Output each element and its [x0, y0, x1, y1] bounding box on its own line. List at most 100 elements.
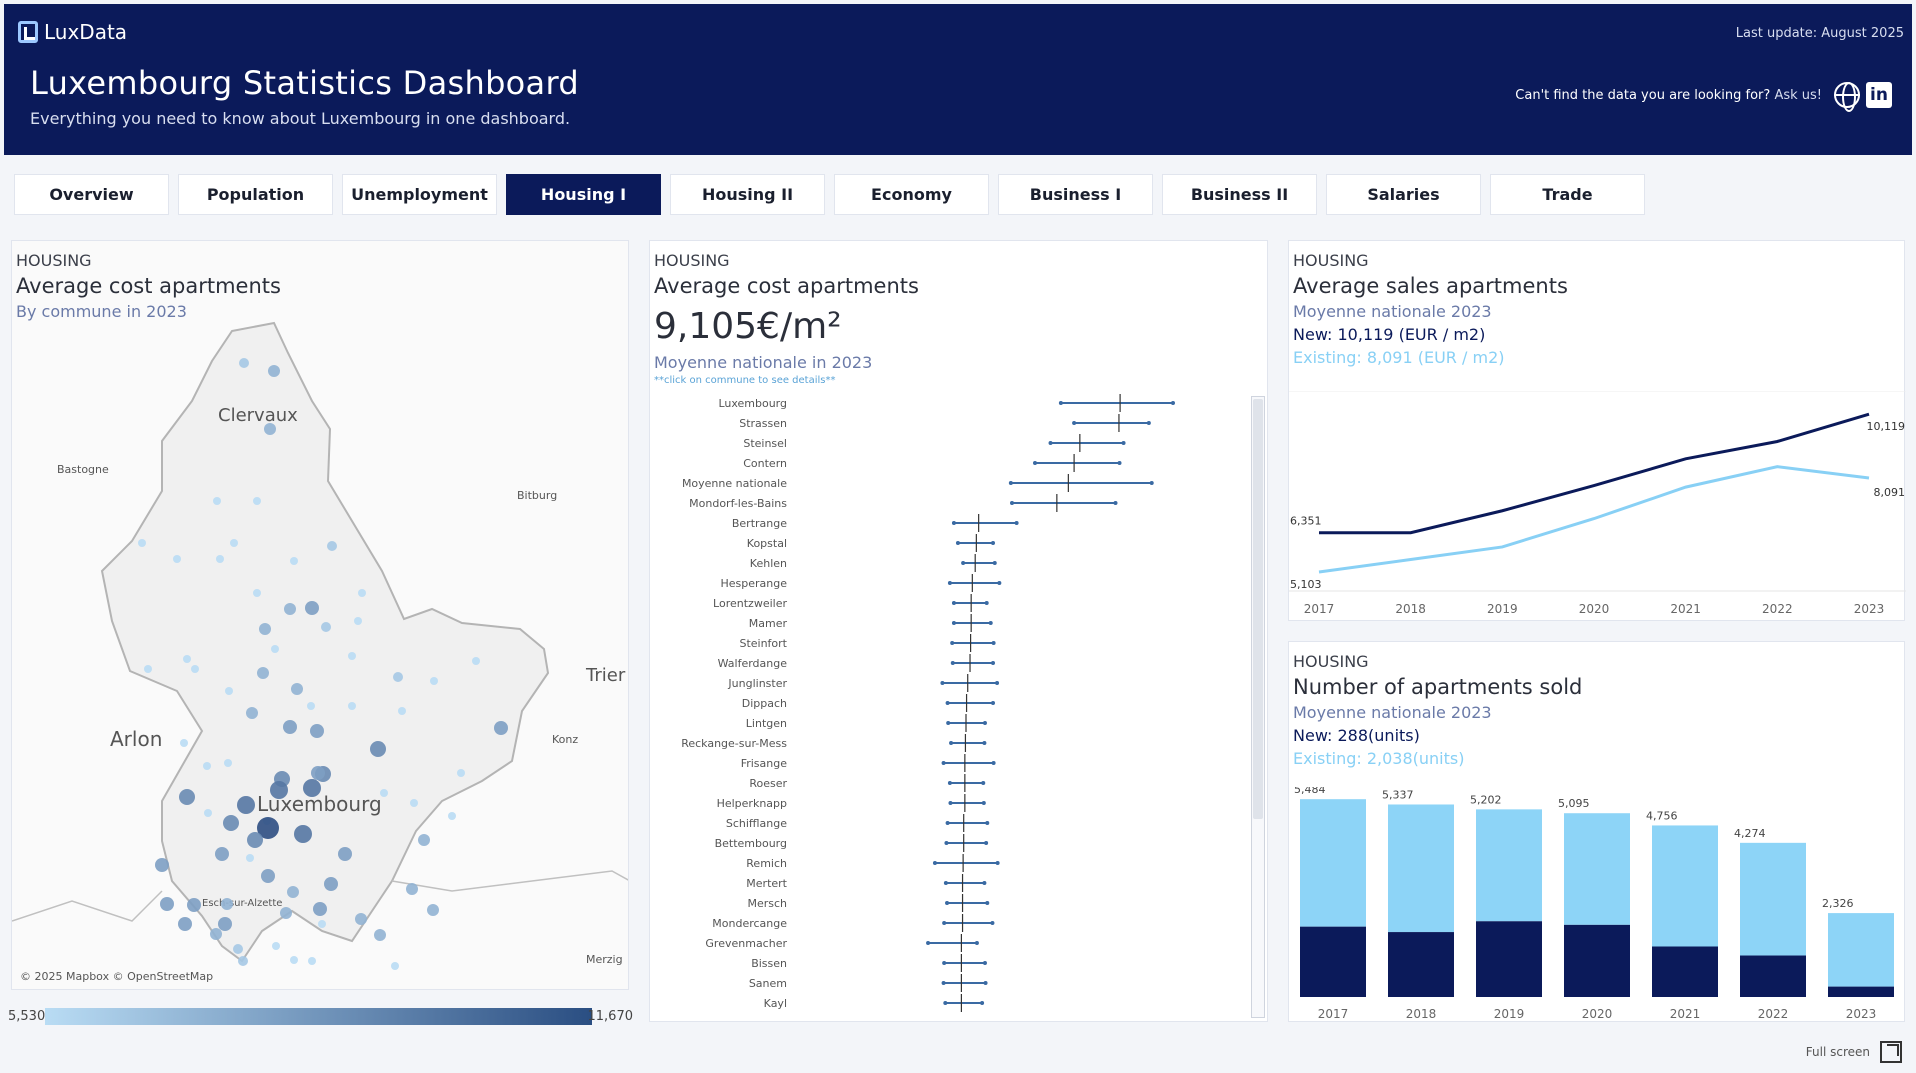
- range-low-end: [1058, 401, 1063, 405]
- units-sold-panel: HOUSING Number of apartments sold Moyenn…: [1288, 641, 1905, 1022]
- legend-max: 11,670: [587, 1009, 634, 1024]
- commune-bubble: [287, 886, 299, 898]
- bar-total-label: 5,484: [1294, 787, 1326, 796]
- range-low-end: [949, 741, 954, 745]
- commune-label: Moyenne nationale: [682, 477, 787, 490]
- tab-overview[interactable]: Overview: [14, 174, 169, 215]
- sales-existing-label: Existing: 8,091 (EUR / m2): [1293, 348, 1505, 367]
- commune-label: Bissen: [751, 957, 787, 970]
- map-place-label: Clervaux: [218, 405, 298, 426]
- commune-label: Mertert: [746, 877, 787, 890]
- commune-bubble: [305, 601, 319, 615]
- commune-bubble: [410, 799, 418, 807]
- commune-bubble: [283, 720, 297, 734]
- commune-bubble: [216, 555, 224, 563]
- legend-gradient: [45, 1008, 592, 1025]
- commune-bubble: [398, 707, 406, 715]
- commune-label: Schifflange: [726, 817, 787, 830]
- sales-new-label: New: 10,119 (EUR / m2): [1293, 325, 1486, 344]
- bar-total-label: 4,274: [1734, 827, 1766, 840]
- commune-bubble: [223, 815, 239, 831]
- bar-existing: [1300, 799, 1366, 927]
- units-kicker: HOUSING: [1293, 652, 1369, 671]
- bar-new: [1564, 924, 1630, 997]
- tab-population[interactable]: Population: [178, 174, 333, 215]
- commune-bubble: [324, 877, 338, 891]
- units-bar-chart[interactable]: 5,484 2017 5,337 2018 5,202 2019 5,095 2020 4,75…: [1289, 787, 1906, 1023]
- logo[interactable]: LuxData: [18, 20, 127, 44]
- commune-bubble: [183, 655, 191, 663]
- commune-bubble: [310, 724, 324, 738]
- commune-label: Sanem: [749, 977, 787, 990]
- range-high-end: [991, 541, 996, 545]
- tab-business-ii[interactable]: Business II: [1162, 174, 1317, 215]
- range-high-end: [982, 881, 987, 885]
- commune-bubble: [221, 898, 233, 910]
- bar-existing: [1828, 913, 1894, 987]
- commune-bubble: [280, 907, 292, 919]
- range-high-end: [991, 661, 996, 665]
- sales-line-chart[interactable]: 2017 2018 2019 2020 2021 2022 2023 6,351 10,119 5…: [1289, 391, 1906, 621]
- map-color-legend: 5,530 11,670: [8, 1002, 633, 1032]
- tab-business-i[interactable]: Business I: [998, 174, 1153, 215]
- sales-title: Average sales apartments: [1293, 274, 1568, 298]
- commune-bubble: [321, 622, 331, 632]
- chart-scrollbar[interactable]: [1251, 396, 1265, 1018]
- commune-bubble: [291, 683, 303, 695]
- bar-new: [1476, 921, 1542, 997]
- commune-bubble: [187, 898, 201, 912]
- commune-bubble: [494, 721, 508, 735]
- commune-bubble: [225, 687, 233, 695]
- range-low-end: [940, 681, 945, 685]
- range-high-end: [982, 741, 987, 745]
- tab-housing-ii[interactable]: Housing II: [670, 174, 825, 215]
- tab-trade[interactable]: Trade: [1490, 174, 1645, 215]
- commune-label: Dippach: [742, 697, 787, 710]
- tab-salaries[interactable]: Salaries: [1326, 174, 1481, 215]
- fullscreen-control[interactable]: Full screen: [1806, 1041, 1902, 1063]
- commune-map[interactable]: ClervauxBastogneBitburgTrierArlonLuxembo…: [12, 241, 629, 990]
- units-title: Number of apartments sold: [1293, 675, 1583, 699]
- globe-icon[interactable]: [1834, 82, 1860, 112]
- commune-bubble: [307, 702, 315, 710]
- ask-us-link[interactable]: Ask us!: [1774, 88, 1822, 103]
- x-tick-label: 2020: [1579, 602, 1610, 616]
- commune-bubble: [239, 358, 249, 368]
- range-low-end: [951, 601, 956, 605]
- tab-housing-i[interactable]: Housing I: [506, 174, 661, 215]
- range-low-end: [1072, 421, 1077, 425]
- commune-bubble: [358, 589, 366, 597]
- commune-errorbar-chart[interactable]: Luxembourg Strassen Steinsel Contern Moyenne…: [650, 393, 1250, 1023]
- commune-bubble: [294, 825, 312, 843]
- commune-bubble: [311, 766, 325, 780]
- linkedin-icon[interactable]: in: [1866, 82, 1892, 108]
- scrollbar-thumb[interactable]: [1253, 399, 1263, 819]
- commune-bubble: [218, 917, 232, 931]
- bar-existing: [1564, 813, 1630, 925]
- x-tick-label: 2020: [1582, 1007, 1613, 1021]
- commune-bubble: [457, 769, 465, 777]
- range-low-end: [955, 541, 960, 545]
- range-low-end: [942, 921, 947, 925]
- commune-bubble: [237, 796, 255, 814]
- commune-bubble: [374, 929, 386, 941]
- commune-bubble: [259, 623, 271, 635]
- x-tick-label: 2018: [1395, 602, 1426, 616]
- range-high-end: [974, 941, 979, 945]
- commune-label: Junglinster: [727, 677, 787, 690]
- tab-unemployment[interactable]: Unemployment: [342, 174, 497, 215]
- range-high-end: [980, 1001, 985, 1005]
- sales-kicker: HOUSING: [1293, 251, 1369, 270]
- commune-label: Walferdange: [718, 657, 788, 670]
- commune-label: Lintgen: [746, 717, 787, 730]
- new-end-label: 10,119: [1867, 420, 1906, 433]
- tab-economy[interactable]: Economy: [834, 174, 989, 215]
- commune-bubble: [406, 883, 418, 895]
- bar-existing: [1740, 842, 1806, 956]
- units-new-label: New: 288(units): [1293, 726, 1420, 745]
- range-high-end: [992, 561, 997, 565]
- expand-icon[interactable]: [1880, 1041, 1902, 1063]
- border-line: [12, 890, 163, 922]
- range-high-end: [1113, 501, 1118, 505]
